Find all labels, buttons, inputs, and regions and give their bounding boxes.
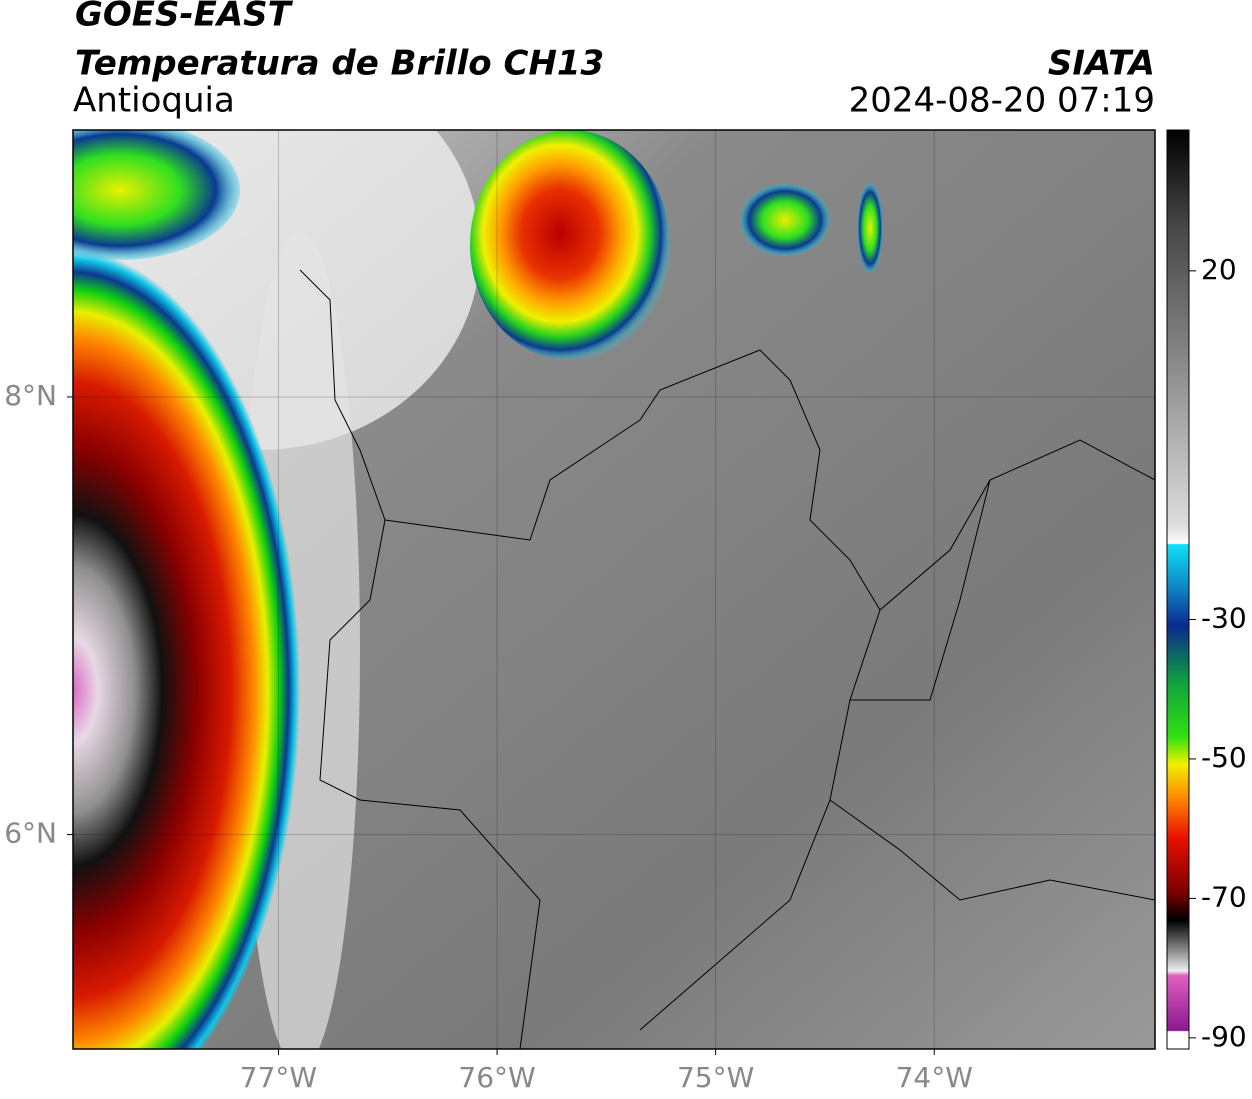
satellite-title: GOES-EAST — [75, 0, 294, 35]
colorbar-tick-label: -90 — [1201, 1020, 1247, 1053]
colorbar-tick-label: -30 — [1201, 601, 1247, 634]
region: Antioquia — [73, 81, 235, 121]
storm — [740, 184, 830, 256]
lon-tick-label: 75°W — [677, 1061, 754, 1094]
map-image — [73, 130, 1155, 1049]
lon-tick-label: 74°W — [896, 1061, 973, 1094]
colorbar — [1166, 129, 1190, 1050]
lat-tick-label: 6°N — [4, 817, 57, 850]
storm — [73, 250, 300, 1049]
storm — [73, 130, 240, 260]
product-title: Temperatura de Brillo CH13 — [75, 44, 604, 84]
source: SIATA — [1048, 44, 1155, 84]
lon-tick-label: 76°W — [458, 1061, 535, 1094]
colorbar-tick-label: -50 — [1201, 741, 1247, 774]
datetime: 2024-08-20 07:19 — [849, 81, 1155, 121]
storm — [470, 130, 670, 360]
lon-tick-label: 77°W — [240, 1061, 317, 1094]
borders — [299, 269, 1155, 1049]
lat-tick-label: 8°N — [4, 379, 57, 412]
colorbar-tick-label: 20 — [1201, 253, 1237, 286]
storm — [857, 183, 883, 273]
map-frame — [72, 129, 1156, 1050]
colorbar-tick-label: -70 — [1201, 880, 1247, 913]
